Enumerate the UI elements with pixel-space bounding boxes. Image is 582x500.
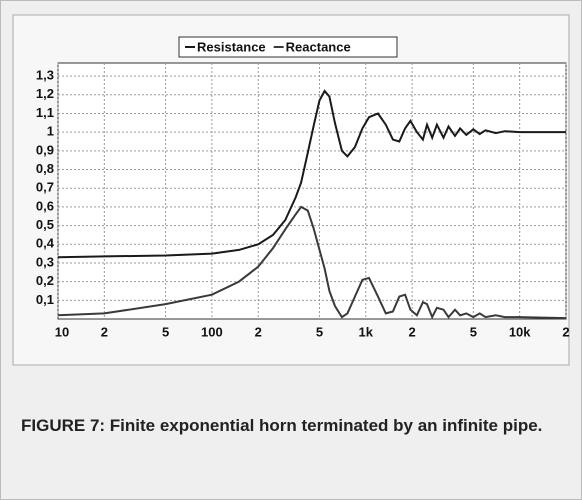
plot-area: [57, 62, 567, 320]
x-tick-label: 10k: [509, 324, 531, 339]
series-line: [57, 205, 567, 320]
y-tick-label: 1: [47, 124, 54, 139]
x-tick-label: 2: [408, 324, 415, 339]
x-tick-label: 2: [101, 324, 108, 339]
y-tick-label: 0,6: [36, 198, 54, 213]
legend-label: Resistance: [197, 39, 266, 54]
x-tick-label: 1k: [359, 324, 374, 339]
x-tick-label: 100: [201, 324, 223, 339]
y-tick-label: 0,4: [36, 236, 55, 251]
y-tick-label: 1,1: [36, 105, 54, 120]
x-tick-label: 2: [562, 324, 569, 339]
x-tick-label: 5: [162, 324, 169, 339]
x-tick-label: 5: [470, 324, 477, 339]
y-tick-label: 0,1: [36, 292, 54, 307]
y-tick-label: 0,2: [36, 273, 54, 288]
y-tick-label: 1,3: [36, 68, 54, 83]
y-tick-label: 0,7: [36, 180, 54, 195]
series-line: [57, 89, 566, 259]
y-tick-label: 1,2: [36, 86, 54, 101]
y-tick-label: 0,9: [36, 142, 54, 157]
chart: 0,1 0,2 0,3 0,4 0,5 0,6 0,7 0,8 0,9 1 1,1 1,2 1,3 10 2…: [12, 14, 570, 366]
x-tick-label: 2: [255, 324, 262, 339]
caption: FIGURE 7: Finite exponential horn termin…: [21, 416, 543, 435]
legend-label: Reactance: [286, 39, 351, 54]
y-tick-label: 0,8: [36, 161, 54, 176]
y-tick-label: 0,5: [36, 217, 54, 232]
x-tick-label: 5: [316, 324, 323, 339]
x-tick-label: 10: [55, 324, 69, 339]
legend-box: [178, 36, 398, 58]
y-tick-label: 0,3: [36, 254, 54, 269]
